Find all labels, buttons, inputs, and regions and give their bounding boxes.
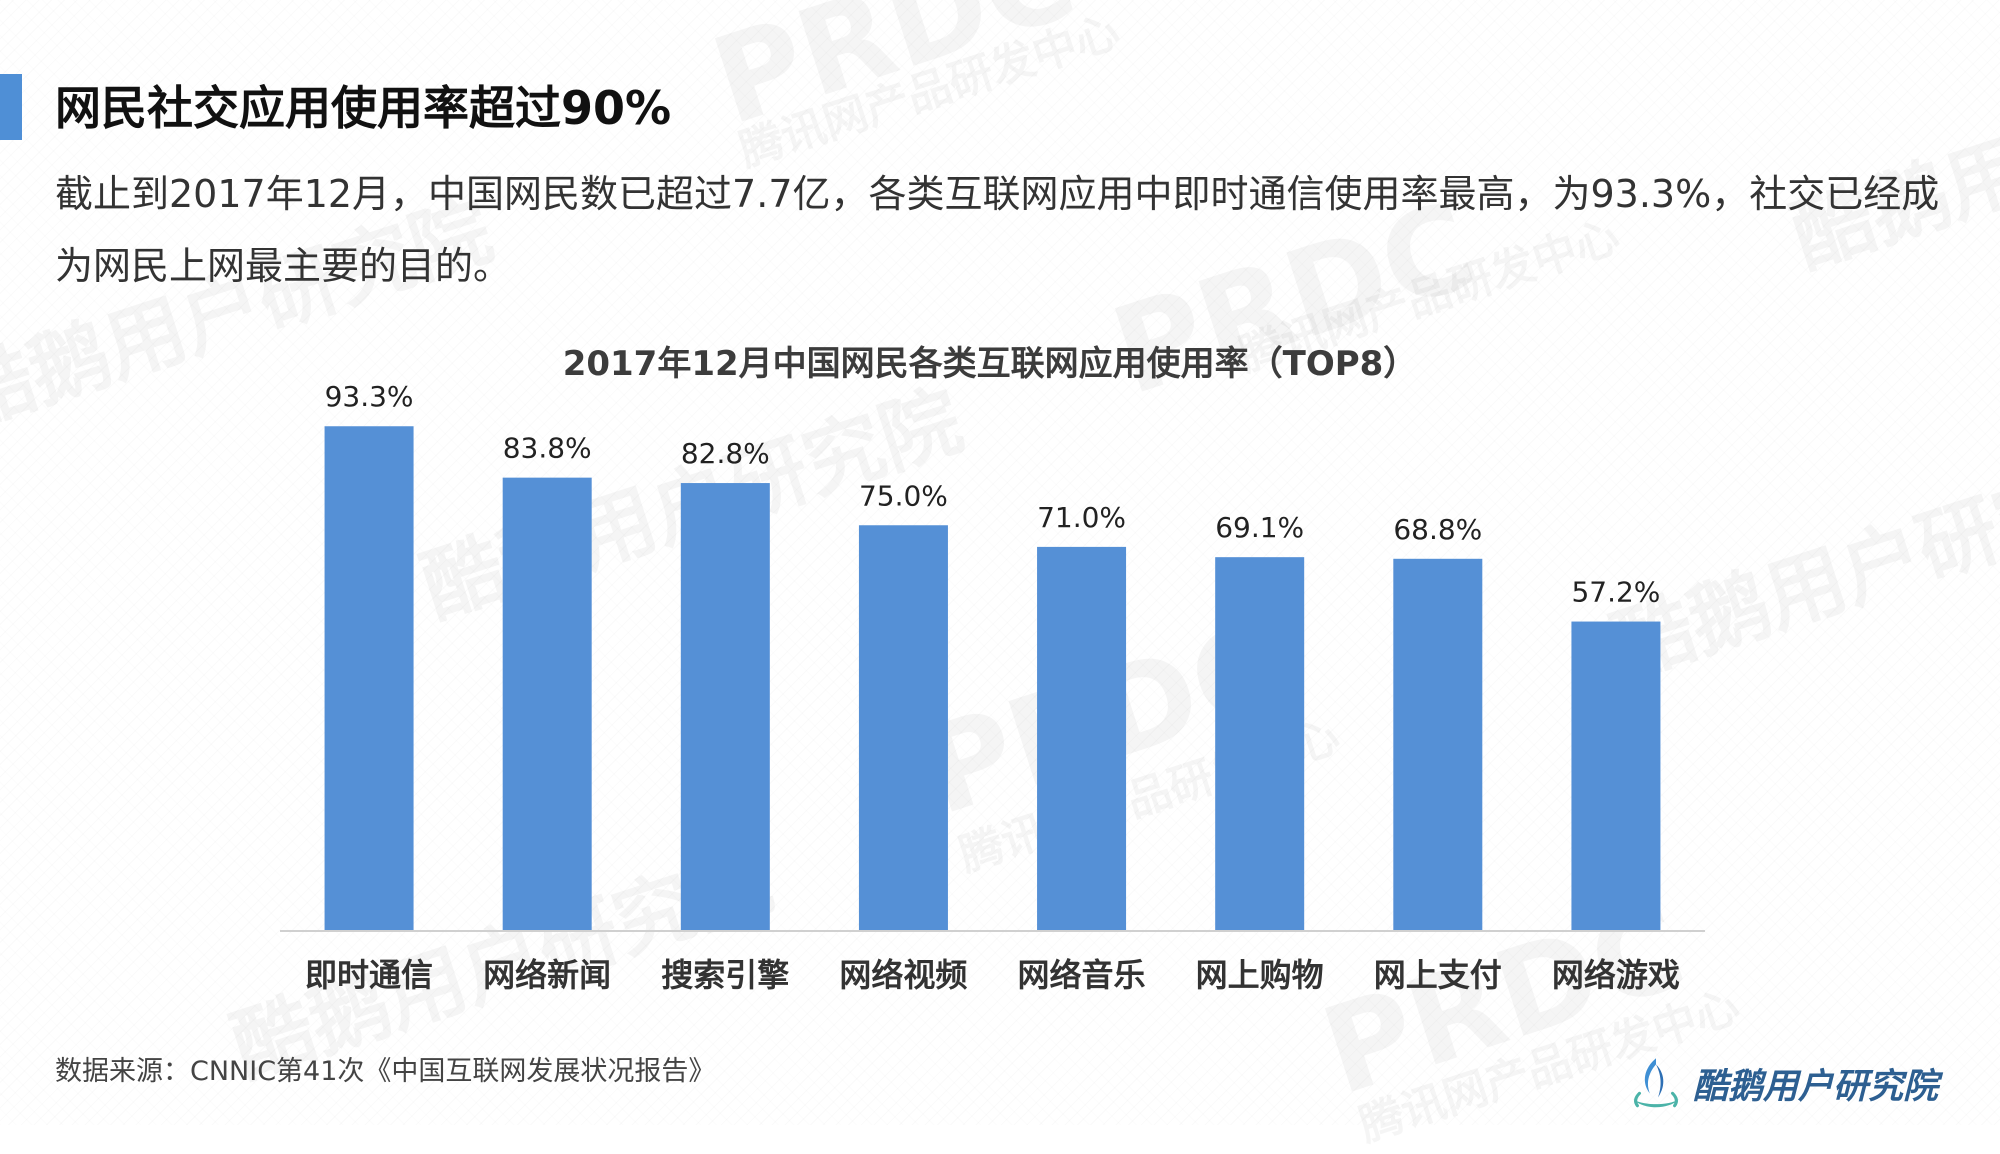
data-label-4: 75.0% <box>859 479 948 512</box>
source-note: 数据来源：CNNIC第41次《中国互联网发展状况报告》 <box>55 1056 716 1087</box>
bar-6 <box>1215 557 1305 931</box>
data-label-8: 57.2% <box>1571 576 1660 609</box>
bar-8 <box>1571 621 1661 931</box>
chart-title: 2017年12月中国网民各类互联网应用使用率（TOP8） <box>562 344 1418 384</box>
category-label-5: 网络音乐 <box>1018 956 1146 994</box>
data-label-6: 69.1% <box>1215 511 1304 544</box>
bar-2 <box>502 477 592 931</box>
data-label-2: 83.8% <box>503 432 592 465</box>
category-label-8: 网络游戏 <box>1552 956 1680 994</box>
title-accent-bar <box>0 74 22 140</box>
brand-logo-icon <box>1633 1058 1679 1108</box>
page-title: 网民社交应用使用率超过90% <box>55 81 672 135</box>
bar-7 <box>1393 558 1483 931</box>
bar-1 <box>324 426 414 931</box>
brand-name: 酷鹅用户研究院 <box>1693 1066 1939 1107</box>
category-label-3: 搜索引擎 <box>661 956 789 994</box>
bar-chart: 93.3% 即时通信 83.8% 网络新闻 82.8% 搜索引擎 75.0% 网络视频 71.0… <box>280 380 1705 994</box>
category-label-4: 网络视频 <box>839 956 967 994</box>
data-label-7: 68.8% <box>1393 513 1482 546</box>
category-label-1: 即时通信 <box>305 956 433 994</box>
data-label-5: 71.0% <box>1037 501 1126 534</box>
category-label-6: 网上购物 <box>1196 956 1324 994</box>
category-label-7: 网上支付 <box>1374 956 1502 994</box>
data-label-3: 82.8% <box>681 437 770 470</box>
bar-5 <box>1037 546 1127 931</box>
brand-mark: 酷鹅用户研究院 <box>1625 1052 1938 1114</box>
data-label-1: 93.3% <box>325 380 414 413</box>
page-subtitle: 截止到2017年12月，中国网民数已超过7.7亿，各类互联网应用中即时通信使用率… <box>55 172 1940 288</box>
category-label-2: 网络新闻 <box>483 956 611 994</box>
bar-4 <box>858 525 948 931</box>
bar-3 <box>680 483 770 931</box>
